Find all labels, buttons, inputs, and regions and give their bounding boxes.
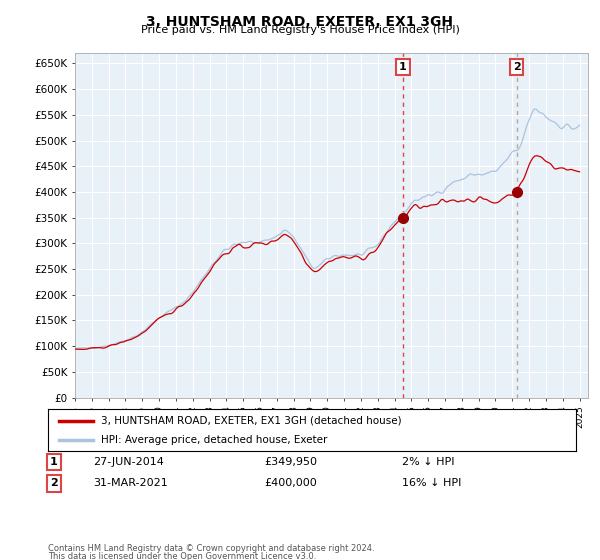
Text: Contains HM Land Registry data © Crown copyright and database right 2024.: Contains HM Land Registry data © Crown c… xyxy=(48,544,374,553)
Text: Price paid vs. HM Land Registry's House Price Index (HPI): Price paid vs. HM Land Registry's House … xyxy=(140,25,460,35)
Text: 27-JUN-2014: 27-JUN-2014 xyxy=(93,457,164,467)
Text: 2% ↓ HPI: 2% ↓ HPI xyxy=(402,457,455,467)
Text: This data is licensed under the Open Government Licence v3.0.: This data is licensed under the Open Gov… xyxy=(48,552,316,560)
Text: £400,000: £400,000 xyxy=(264,478,317,488)
Text: 3, HUNTSHAM ROAD, EXETER, EX1 3GH: 3, HUNTSHAM ROAD, EXETER, EX1 3GH xyxy=(146,15,454,29)
Text: 2: 2 xyxy=(50,478,58,488)
Text: HPI: Average price, detached house, Exeter: HPI: Average price, detached house, Exet… xyxy=(101,435,327,445)
Text: 31-MAR-2021: 31-MAR-2021 xyxy=(93,478,168,488)
Text: 1: 1 xyxy=(399,62,407,72)
Text: £349,950: £349,950 xyxy=(264,457,317,467)
Text: 2: 2 xyxy=(512,62,520,72)
Text: 1: 1 xyxy=(50,457,58,467)
Text: 3, HUNTSHAM ROAD, EXETER, EX1 3GH (detached house): 3, HUNTSHAM ROAD, EXETER, EX1 3GH (detac… xyxy=(101,416,401,426)
Text: 16% ↓ HPI: 16% ↓ HPI xyxy=(402,478,461,488)
